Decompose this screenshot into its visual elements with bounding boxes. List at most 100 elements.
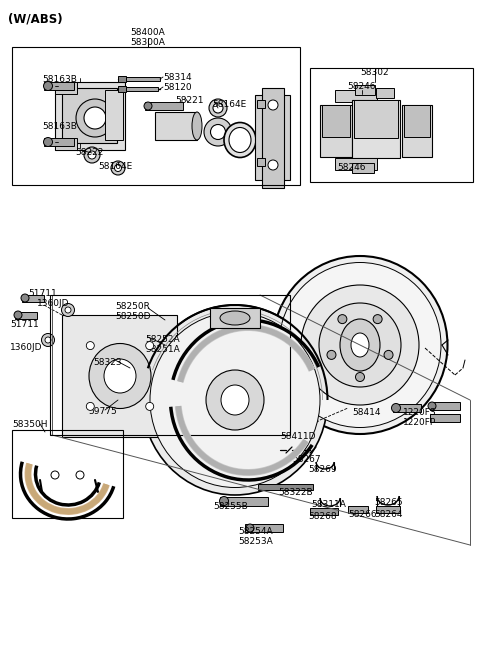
Ellipse shape xyxy=(76,99,114,137)
Ellipse shape xyxy=(211,124,226,140)
Ellipse shape xyxy=(111,161,125,175)
Bar xyxy=(352,100,400,158)
Text: 58250R: 58250R xyxy=(115,302,150,311)
Ellipse shape xyxy=(146,342,154,350)
Bar xyxy=(376,506,400,513)
Bar xyxy=(257,100,265,108)
Ellipse shape xyxy=(301,285,419,405)
Text: 58251A: 58251A xyxy=(145,345,180,354)
Text: 58268: 58268 xyxy=(308,512,336,521)
Bar xyxy=(310,68,473,182)
Bar xyxy=(126,87,158,91)
Ellipse shape xyxy=(327,350,336,360)
Ellipse shape xyxy=(45,337,51,343)
Bar xyxy=(320,105,352,157)
Text: 58267: 58267 xyxy=(292,455,321,464)
Text: 1220FS: 1220FS xyxy=(403,408,436,417)
Text: 58163B: 58163B xyxy=(42,122,77,131)
Bar xyxy=(258,484,313,490)
Text: 58350H: 58350H xyxy=(12,420,48,429)
Text: 58314: 58314 xyxy=(163,73,192,82)
Ellipse shape xyxy=(21,294,29,302)
Bar xyxy=(22,295,44,302)
Ellipse shape xyxy=(61,303,74,316)
Text: 58265: 58265 xyxy=(374,498,403,507)
Ellipse shape xyxy=(44,81,52,90)
Text: 58255B: 58255B xyxy=(213,502,248,511)
Ellipse shape xyxy=(273,256,447,434)
Bar xyxy=(355,85,375,95)
Ellipse shape xyxy=(104,359,136,393)
Bar xyxy=(255,95,290,180)
Bar xyxy=(50,295,290,435)
Text: 1360JD: 1360JD xyxy=(37,299,70,308)
Text: 58253A: 58253A xyxy=(238,537,273,546)
Ellipse shape xyxy=(221,385,249,415)
Text: 58264: 58264 xyxy=(374,510,403,519)
Text: 58400A: 58400A xyxy=(131,28,166,37)
Bar xyxy=(404,105,430,137)
Bar xyxy=(62,88,117,143)
Text: 58323: 58323 xyxy=(93,358,121,367)
Ellipse shape xyxy=(204,118,232,146)
Ellipse shape xyxy=(246,524,254,532)
Bar xyxy=(118,76,126,82)
Bar xyxy=(12,47,300,185)
Text: 58163B: 58163B xyxy=(42,75,77,84)
Bar xyxy=(335,158,377,170)
Bar xyxy=(126,77,160,81)
Bar xyxy=(155,112,197,140)
Bar xyxy=(335,90,377,102)
Text: 51711: 51711 xyxy=(28,289,57,298)
Bar xyxy=(210,308,260,328)
Ellipse shape xyxy=(219,496,228,506)
Ellipse shape xyxy=(279,263,441,428)
Ellipse shape xyxy=(206,370,264,430)
Text: 58269: 58269 xyxy=(308,465,336,474)
Text: 58252A: 58252A xyxy=(145,335,180,344)
Bar xyxy=(402,105,432,157)
Ellipse shape xyxy=(384,350,393,360)
Text: 58222: 58222 xyxy=(75,148,103,157)
Text: (W/ABS): (W/ABS) xyxy=(8,12,62,25)
Text: 58311A: 58311A xyxy=(311,500,346,509)
Text: 58300A: 58300A xyxy=(131,38,166,47)
Bar xyxy=(257,158,265,166)
Ellipse shape xyxy=(268,160,278,170)
Bar xyxy=(15,312,37,319)
Bar xyxy=(430,414,460,422)
Bar xyxy=(55,138,77,150)
Ellipse shape xyxy=(76,471,84,479)
Text: 58302: 58302 xyxy=(360,68,389,77)
Text: 58250D: 58250D xyxy=(115,312,151,321)
Ellipse shape xyxy=(220,311,250,325)
Ellipse shape xyxy=(340,319,380,371)
Bar xyxy=(55,82,77,94)
Ellipse shape xyxy=(65,307,71,313)
Ellipse shape xyxy=(338,314,347,324)
Ellipse shape xyxy=(146,402,154,411)
Text: 58414: 58414 xyxy=(352,408,381,417)
Text: 59775: 59775 xyxy=(88,407,117,416)
Ellipse shape xyxy=(84,107,106,129)
Ellipse shape xyxy=(224,122,256,157)
Ellipse shape xyxy=(392,403,400,413)
Bar xyxy=(393,404,421,412)
Bar xyxy=(105,90,123,140)
Bar xyxy=(55,82,125,150)
Text: 58322B: 58322B xyxy=(278,488,312,497)
Ellipse shape xyxy=(144,102,152,110)
Bar xyxy=(262,88,284,188)
Ellipse shape xyxy=(86,402,94,411)
Bar xyxy=(376,88,394,98)
Text: 1220FP: 1220FP xyxy=(403,418,436,427)
Ellipse shape xyxy=(268,100,278,110)
Ellipse shape xyxy=(86,342,94,350)
Text: 58411D: 58411D xyxy=(280,432,316,441)
Bar xyxy=(44,138,74,146)
Ellipse shape xyxy=(351,333,369,357)
Ellipse shape xyxy=(51,471,59,479)
Bar xyxy=(118,86,126,92)
Ellipse shape xyxy=(14,311,22,319)
Text: 58120: 58120 xyxy=(163,83,192,92)
